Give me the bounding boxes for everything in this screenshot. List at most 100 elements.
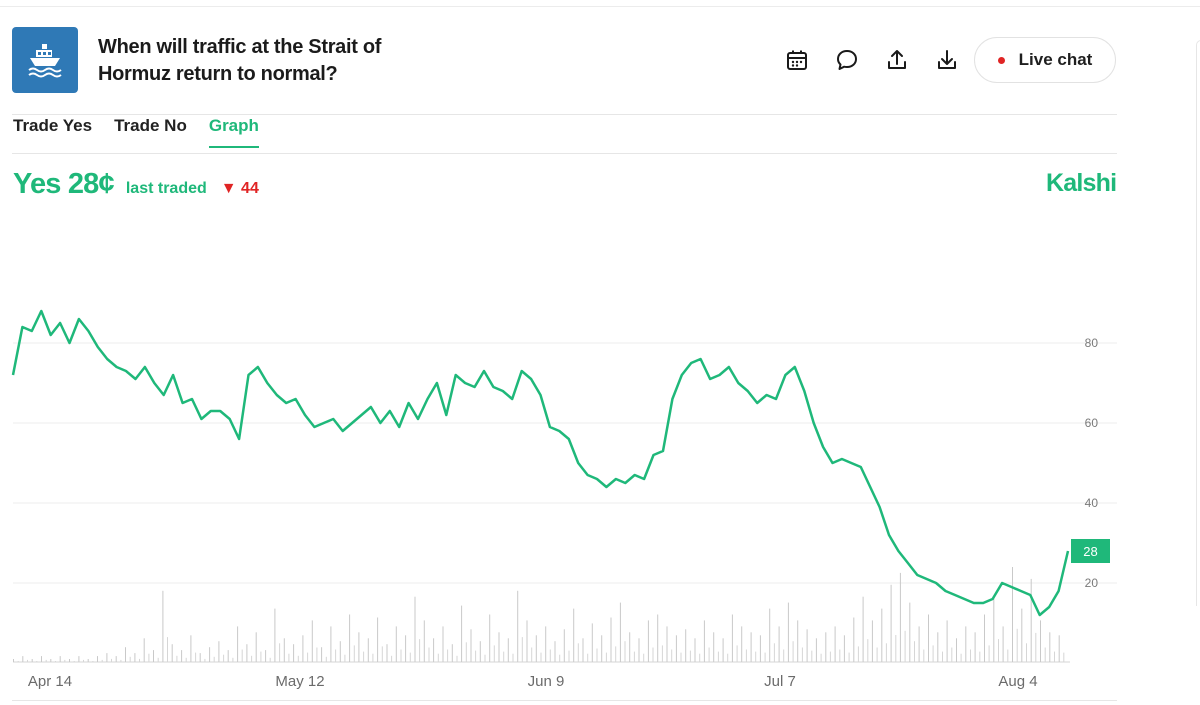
volume-bar [307, 652, 309, 662]
volume-bar [125, 647, 126, 662]
volume-bar [498, 632, 500, 662]
volume-bars [13, 567, 1065, 663]
volume-bar [218, 641, 220, 662]
price-summary: Yes 28¢ last traded ▼ 44 [13, 168, 259, 201]
volume-bar [727, 653, 729, 662]
volume-bar [297, 655, 299, 662]
volume-bar [232, 657, 234, 662]
volume-bar [643, 653, 645, 662]
last-traded-label: last traded [125, 180, 207, 197]
volume-bar [470, 629, 472, 662]
share-button[interactable] [884, 45, 910, 75]
volume-bar [1063, 652, 1065, 662]
volume-bar [55, 661, 56, 662]
volume-bar [624, 641, 626, 662]
volume-bar [998, 639, 999, 662]
volume-bar [797, 620, 799, 662]
y-axis: 20 40 60 80 [1085, 336, 1099, 590]
live-chat-button[interactable]: Live chat [974, 37, 1116, 83]
volume-bar [120, 659, 122, 662]
volume-bar [1016, 628, 1018, 663]
volume-bar [489, 614, 491, 662]
volume-bar [157, 657, 159, 662]
volume-bar [587, 653, 589, 662]
volume-bar [17, 661, 19, 662]
volume-bar [568, 650, 570, 662]
download-button[interactable] [934, 45, 960, 75]
volume-bar [703, 620, 705, 662]
volume-bar [391, 655, 393, 662]
volume-bar [153, 650, 154, 662]
volume-bar [680, 652, 682, 662]
volume-bar [31, 659, 33, 662]
volume-bar [456, 655, 458, 662]
volume-bar [843, 635, 845, 662]
volume-bar [195, 652, 197, 662]
volume-bar [984, 614, 985, 662]
volume-bar [143, 638, 145, 663]
yes-price: Yes 28¢ [13, 168, 115, 200]
volume-bar [409, 652, 411, 662]
volume-bar [246, 644, 248, 662]
price-change: ▼ 44 [220, 180, 259, 197]
volume-bar [932, 645, 934, 662]
comment-icon [837, 50, 857, 70]
volume-bar [181, 650, 183, 662]
calendar-button[interactable] [784, 45, 810, 75]
volume-bar [372, 653, 374, 662]
volume-bar [759, 635, 761, 662]
volume-bar [414, 596, 416, 662]
volume-bar [755, 651, 757, 662]
volume-bar [647, 620, 649, 662]
price-line [11, 309, 1070, 617]
volume-bar [899, 572, 901, 662]
top-divider [0, 6, 1200, 7]
volume-bar [937, 632, 939, 662]
volume-bar [428, 647, 430, 662]
volume-bar [857, 646, 859, 662]
volume-bar [405, 635, 407, 662]
volume-bar [591, 623, 593, 662]
volume-bar [736, 645, 738, 662]
volume-bar [806, 629, 808, 662]
volume-bar [400, 649, 402, 662]
volume-bar [787, 602, 789, 662]
volume-bar [251, 655, 253, 662]
y-tick-label: 60 [1085, 416, 1099, 430]
tabs-divider [12, 153, 1117, 154]
tab-trade-yes[interactable]: Trade Yes [13, 116, 93, 135]
x-tick-label: Jun 9 [528, 673, 565, 690]
market-icon [12, 27, 78, 93]
volume-bar [27, 659, 28, 662]
volume-bar [638, 638, 640, 663]
tab-trade-no[interactable]: Trade No [114, 116, 187, 135]
comments-button[interactable] [834, 45, 860, 75]
market-title: When will traffic at the Strait of Hormu… [98, 36, 382, 85]
volume-bar [321, 647, 323, 662]
volume-bar [87, 659, 89, 662]
volume-bar [451, 644, 453, 662]
volume-bar [377, 617, 379, 662]
volume-bar [185, 657, 187, 662]
volume-bar [708, 647, 710, 662]
volume-bar [876, 647, 878, 662]
tab-graph[interactable]: Graph [208, 116, 259, 148]
volume-bar [745, 649, 747, 662]
x-tick-label: Aug 4 [998, 673, 1037, 690]
volume-bar [227, 650, 229, 662]
volume-bar [839, 649, 841, 662]
volume-bar [605, 652, 607, 662]
volume-bar [769, 608, 771, 662]
volume-bar [92, 661, 94, 662]
volume-bar [946, 620, 948, 662]
volume-bar [596, 648, 598, 662]
volume-bar [1040, 620, 1041, 662]
volume-bar [629, 632, 631, 662]
volume-bar [465, 642, 467, 662]
volume-bar [675, 635, 677, 662]
volume-bar [540, 652, 542, 662]
volume-bar [783, 649, 785, 662]
volume-bar [923, 649, 925, 662]
side-panel-edge [1196, 40, 1200, 606]
